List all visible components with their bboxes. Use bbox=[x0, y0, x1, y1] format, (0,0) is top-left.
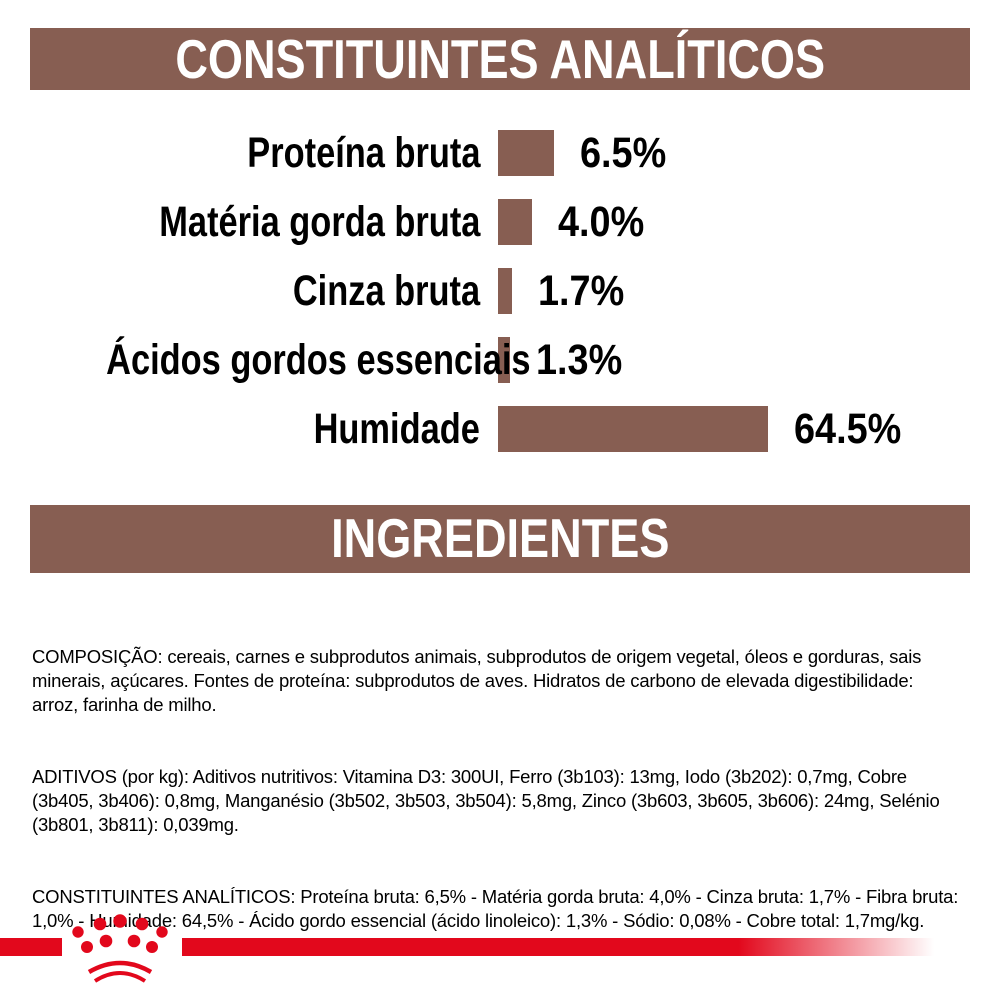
analytics-section-title: CONSTITUINTES ANALÍTICOS bbox=[175, 28, 825, 90]
composition-paragraph: COMPOSIÇÃO: cereais, carnes e subproduto… bbox=[32, 646, 922, 715]
brand-footer bbox=[0, 905, 1000, 1000]
red-band-right bbox=[182, 938, 934, 956]
bar bbox=[498, 199, 532, 245]
bar-label: Matéria gorda bruta bbox=[158, 198, 480, 246]
chart-row: Cinza bruta 1.7% bbox=[0, 268, 1000, 314]
analytical-constituents-paragraph: CONSTITUINTES ANALÍTICOS: Proteína bruta… bbox=[32, 886, 959, 931]
bar bbox=[498, 268, 512, 314]
chart-row: Proteína bruta 6.5% bbox=[0, 130, 1000, 176]
bar bbox=[498, 130, 554, 176]
ingredients-section-header: INGREDIENTES bbox=[30, 505, 970, 573]
bar-label: Ácidos gordos essenciais bbox=[106, 336, 531, 384]
bar-value: 64.5% bbox=[794, 405, 902, 453]
bar-value: 6.5% bbox=[580, 129, 667, 177]
bar-label: Cinza bruta bbox=[292, 267, 480, 315]
royal-canin-crown-logo bbox=[72, 914, 168, 983]
additives-paragraph: ADITIVOS (por kg): Aditivos nutritivos: … bbox=[32, 766, 940, 835]
bar-label: Humidade bbox=[313, 405, 480, 453]
analytics-section-header: CONSTITUINTES ANALÍTICOS bbox=[30, 28, 970, 90]
bar-value: 4.0% bbox=[558, 198, 645, 246]
bar bbox=[498, 337, 510, 383]
red-band-left bbox=[0, 938, 62, 956]
chart-row: Ácidos gordos essenciais 1.3% bbox=[0, 337, 1000, 383]
bar-value: 1.7% bbox=[538, 267, 625, 315]
bar-value: 1.3% bbox=[536, 336, 623, 384]
ingredients-section-title: INGREDIENTES bbox=[330, 507, 670, 569]
bar-label: Proteína bruta bbox=[246, 129, 480, 177]
analytical-constituents-chart: Proteína bruta 6.5% Matéria gorda bruta 4.0… bbox=[0, 130, 1000, 475]
chart-row: Matéria gorda bruta 4.0% bbox=[0, 199, 1000, 245]
bar bbox=[498, 406, 768, 452]
ingredients-text-block: COMPOSIÇÃO: cereais, carnes e subproduto… bbox=[32, 597, 998, 957]
chart-row: Humidade 64.5% bbox=[0, 406, 1000, 452]
